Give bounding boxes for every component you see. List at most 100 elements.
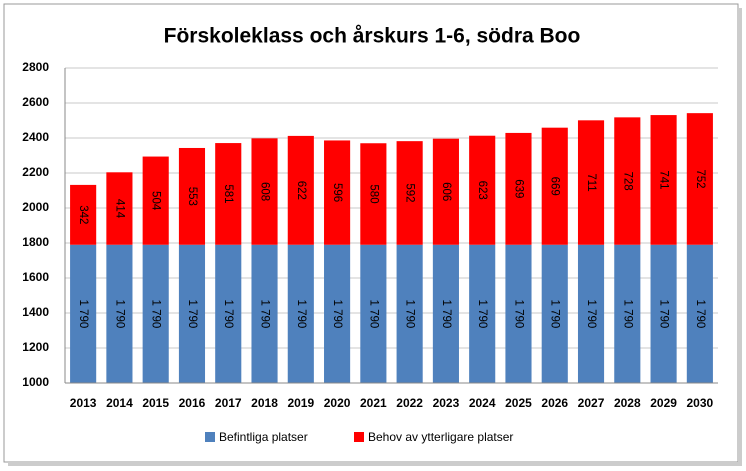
value-label: 1 790 xyxy=(113,299,125,328)
value-label: 752 xyxy=(694,169,706,188)
frame-shadow xyxy=(738,8,742,466)
x-tick-label: 2023 xyxy=(433,396,460,410)
y-tick-label: 2400 xyxy=(22,130,49,144)
value-label: 1 790 xyxy=(512,299,524,328)
x-tick-label: 2024 xyxy=(469,396,496,410)
value-label: 596 xyxy=(331,183,343,202)
x-tick-label: 2014 xyxy=(106,396,133,410)
bar-segment xyxy=(577,120,605,245)
y-tick-label: 2000 xyxy=(22,200,49,214)
value-label: 623 xyxy=(476,181,488,200)
bar-segment xyxy=(432,138,459,245)
value-label: 728 xyxy=(621,171,633,190)
bar-segment xyxy=(541,244,568,383)
x-tick-label: 2027 xyxy=(578,396,605,410)
x-tick-label: 2030 xyxy=(687,396,714,410)
x-tick-label: 2020 xyxy=(324,396,351,410)
bar-segment xyxy=(324,244,351,383)
bar-segment xyxy=(614,244,641,383)
x-tick-label: 2019 xyxy=(287,396,314,410)
bar-segment xyxy=(686,244,713,383)
value-label: 1 790 xyxy=(150,299,162,328)
y-tick-label: 2800 xyxy=(22,60,49,74)
value-label: 592 xyxy=(404,183,416,202)
value-label: 1 790 xyxy=(694,299,706,328)
bar-segment xyxy=(215,143,242,245)
value-label: 1 790 xyxy=(440,299,452,328)
bar-segment xyxy=(432,244,459,383)
bar-segment xyxy=(106,244,133,383)
bar-segment xyxy=(324,140,351,245)
y-tick-label: 2600 xyxy=(22,95,49,109)
bar-segment xyxy=(70,244,97,383)
bar-segment xyxy=(178,147,206,245)
value-label: 1 790 xyxy=(621,299,633,328)
bar-segment xyxy=(396,141,423,245)
bar-segment xyxy=(505,244,532,383)
value-label: 1 790 xyxy=(331,299,343,328)
legend-swatch xyxy=(205,432,215,442)
chart-title: Förskoleklass och årskurs 1-6, södra Boo xyxy=(164,25,581,48)
value-label: 741 xyxy=(658,170,670,189)
value-label: 711 xyxy=(585,173,597,191)
x-tick-label: 2029 xyxy=(650,396,677,410)
bar-segment xyxy=(577,244,605,383)
bar-segment xyxy=(505,132,532,245)
bar-segment xyxy=(251,138,278,245)
value-label: 608 xyxy=(258,182,270,201)
value-label: 1 790 xyxy=(549,299,561,328)
bar-segment xyxy=(469,244,496,383)
bar-segment xyxy=(396,244,423,383)
y-tick-label: 1600 xyxy=(22,270,49,284)
bar-segment xyxy=(142,156,169,245)
x-tick-label: 2016 xyxy=(179,396,206,410)
value-label: 1 790 xyxy=(367,299,379,328)
bar-segment xyxy=(686,113,713,245)
x-tick-label: 2017 xyxy=(215,396,242,410)
x-tick-label: 2015 xyxy=(142,396,169,410)
x-tick-label: 2026 xyxy=(541,396,568,410)
value-label: 1 790 xyxy=(658,299,670,328)
value-label: 342 xyxy=(77,205,89,224)
bar-segment xyxy=(650,244,677,383)
bar-segment xyxy=(287,244,314,383)
value-label: 606 xyxy=(440,182,452,201)
bar-segment xyxy=(614,117,641,245)
bar-segment xyxy=(541,127,568,245)
value-label: 1 790 xyxy=(295,299,307,328)
legend-label: Behov av ytterligare platser xyxy=(368,430,513,444)
value-label: 1 790 xyxy=(258,299,270,328)
bar-segment xyxy=(142,244,169,383)
y-tick-label: 1800 xyxy=(22,235,49,249)
y-tick-label: 2200 xyxy=(22,165,49,179)
bar-segment xyxy=(469,135,496,245)
value-label: 553 xyxy=(186,187,198,206)
value-label: 1 790 xyxy=(222,299,234,328)
bar-segment xyxy=(360,244,387,383)
bar-segment xyxy=(70,184,97,245)
value-label: 669 xyxy=(549,177,561,196)
value-label: 580 xyxy=(367,184,379,203)
value-label: 639 xyxy=(512,179,524,198)
legend-swatch xyxy=(354,432,364,442)
y-tick-label: 1000 xyxy=(22,375,49,389)
bar-segment xyxy=(215,244,242,383)
y-tick-label: 1200 xyxy=(22,340,49,354)
bar-segment xyxy=(251,244,278,383)
value-label: 581 xyxy=(222,184,234,203)
legend-label: Befintliga platser xyxy=(219,430,308,444)
x-tick-label: 2028 xyxy=(614,396,641,410)
value-label: 1 790 xyxy=(476,299,488,328)
value-label: 504 xyxy=(150,191,162,211)
x-tick-label: 2021 xyxy=(360,396,387,410)
bar-segment xyxy=(650,115,677,245)
value-label: 414 xyxy=(113,199,125,219)
y-tick-label: 1400 xyxy=(22,305,49,319)
x-tick-label: 2013 xyxy=(70,396,97,410)
x-tick-label: 2025 xyxy=(505,396,532,410)
frame-shadow xyxy=(8,462,742,466)
bar-segment xyxy=(106,172,133,245)
value-label: 1 790 xyxy=(186,299,198,328)
